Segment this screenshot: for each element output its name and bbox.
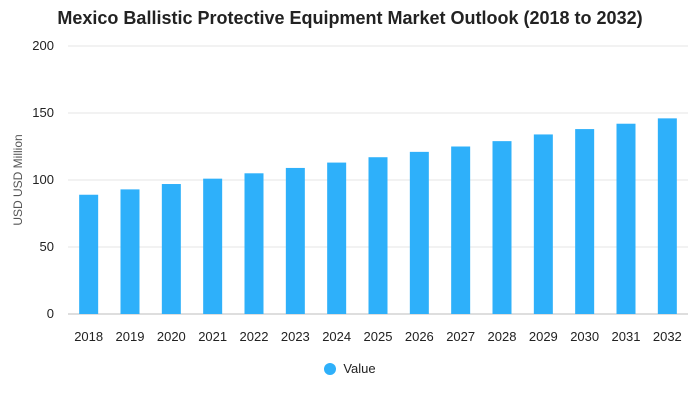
bar-2024[interactable] — [327, 162, 347, 314]
y-tick-label: 50 — [40, 239, 54, 254]
y-tick-label: 150 — [32, 105, 54, 120]
legend-label-value: Value — [343, 361, 376, 376]
bar-2020[interactable] — [161, 184, 181, 314]
bar-2019[interactable] — [120, 189, 140, 314]
x-tick-label: 2029 — [529, 329, 558, 344]
y-tick-label: 100 — [32, 172, 54, 187]
bar-2029[interactable] — [533, 134, 553, 314]
x-tick-label: 2028 — [488, 329, 517, 344]
x-tick-label: 2022 — [240, 329, 269, 344]
x-tick-label: 2025 — [364, 329, 393, 344]
chart-title: Mexico Ballistic Protective Equipment Ma… — [57, 8, 643, 28]
y-tick-label: 0 — [47, 306, 54, 321]
bar-2030[interactable] — [575, 129, 595, 314]
x-tick-label: 2020 — [157, 329, 186, 344]
bar-2032[interactable] — [657, 118, 677, 314]
bar-2022[interactable] — [244, 173, 264, 314]
bar-2023[interactable] — [285, 167, 305, 314]
x-tick-label: 2023 — [281, 329, 310, 344]
x-tick-label: 2019 — [116, 329, 145, 344]
x-tick-label: 2027 — [446, 329, 475, 344]
bar-2025[interactable] — [368, 157, 388, 314]
bar-2026[interactable] — [409, 151, 429, 314]
bar-2018[interactable] — [79, 194, 99, 314]
bar-2031[interactable] — [616, 123, 636, 314]
x-tick-label: 2032 — [653, 329, 682, 344]
y-tick-label: 200 — [32, 38, 54, 53]
x-tick-label: 2031 — [612, 329, 641, 344]
x-tick-label: 2024 — [322, 329, 351, 344]
x-tick-label: 2018 — [74, 329, 103, 344]
bar-2027[interactable] — [451, 146, 471, 315]
legend-swatch-value — [324, 362, 337, 375]
x-tick-label: 2030 — [570, 329, 599, 344]
bar-2021[interactable] — [203, 178, 223, 314]
x-tick-label: 2026 — [405, 329, 434, 344]
x-tick-label: 2021 — [198, 329, 227, 344]
y-axis-title: USD USD Million — [11, 134, 25, 225]
bar-2028[interactable] — [492, 141, 512, 314]
legend[interactable]: Value — [0, 361, 700, 376]
